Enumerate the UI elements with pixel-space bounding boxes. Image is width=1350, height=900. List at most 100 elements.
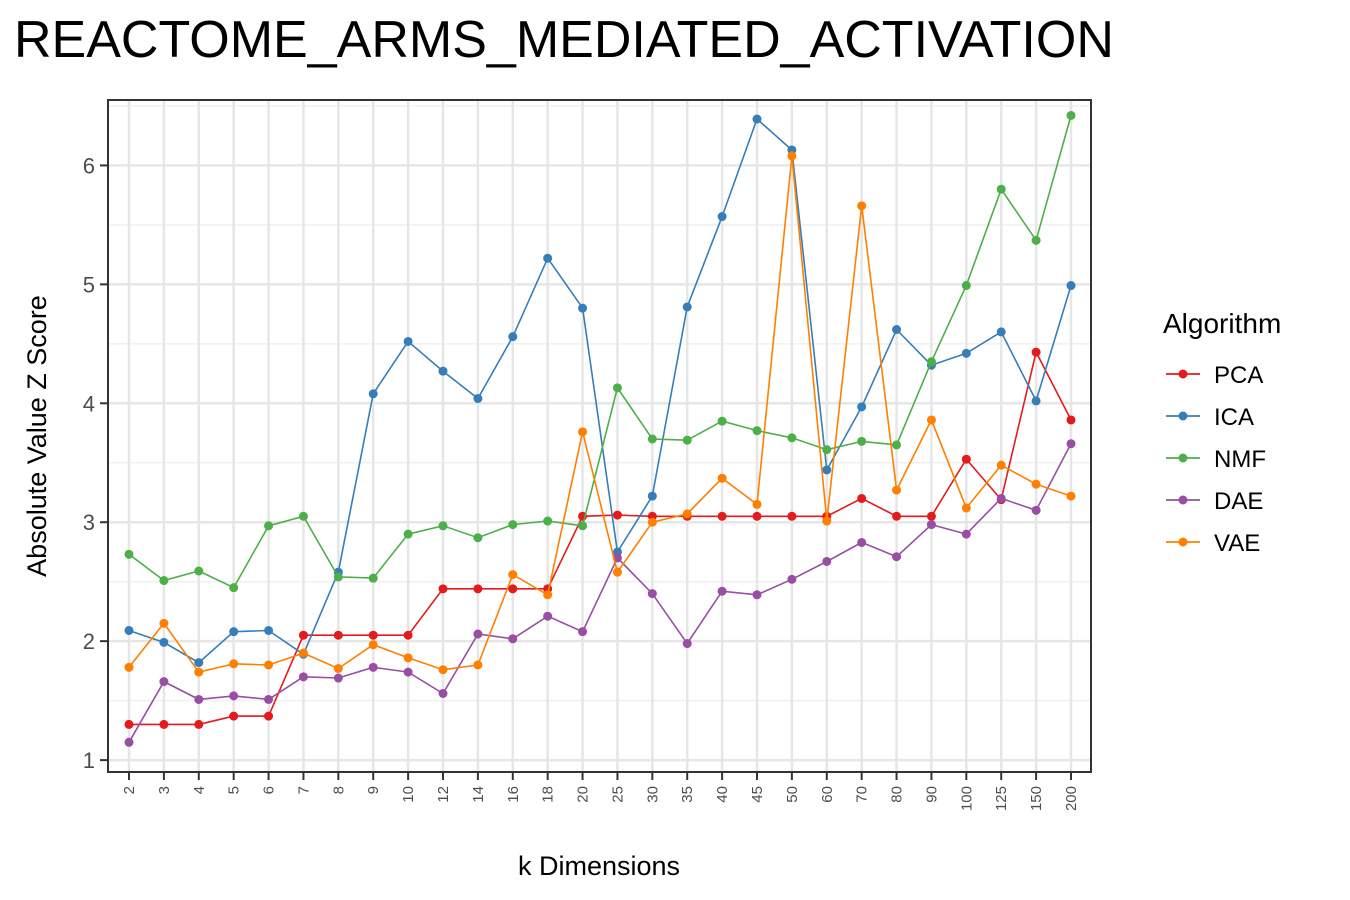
x-axis-title: k Dimensions: [518, 851, 680, 881]
data-point: [787, 151, 797, 161]
x-tick-label: 35: [679, 786, 696, 803]
data-point: [612, 567, 622, 577]
data-point: [892, 485, 902, 495]
data-point: [298, 511, 308, 521]
data-point: [438, 689, 448, 699]
plot-panel: [107, 99, 1092, 773]
x-tick-label: 9: [365, 786, 382, 794]
data-point: [159, 618, 169, 628]
data-point: [822, 445, 832, 455]
data-point: [508, 332, 518, 342]
data-point: [124, 625, 134, 635]
data-point: [403, 630, 413, 640]
data-point: [438, 665, 448, 675]
series-vae: [124, 151, 1076, 677]
data-point: [1031, 479, 1041, 489]
data-point: [194, 667, 204, 677]
data-point: [961, 503, 971, 513]
data-point: [926, 520, 936, 530]
series-ica: [124, 114, 1076, 668]
data-point: [438, 584, 448, 594]
x-tick-label: 100: [958, 786, 975, 811]
data-point: [333, 673, 343, 683]
data-point: [159, 576, 169, 586]
x-tick-label: 6: [261, 786, 278, 794]
data-point: [717, 416, 727, 426]
data-point: [857, 201, 867, 211]
x-tick-label: 40: [714, 786, 731, 803]
data-point: [543, 590, 553, 600]
data-point: [647, 491, 657, 501]
data-point: [1031, 347, 1041, 357]
data-point: [961, 454, 971, 464]
data-point: [264, 521, 274, 531]
data-point: [229, 691, 239, 701]
legend-item-nmf: NMF: [1166, 446, 1266, 473]
data-point: [473, 660, 483, 670]
series-dae: [124, 439, 1076, 747]
x-tick-label: 5: [226, 786, 243, 794]
data-point: [996, 327, 1006, 337]
data-point: [682, 302, 692, 312]
x-tick-label: 4: [191, 786, 208, 794]
data-point: [368, 573, 378, 583]
data-point: [578, 521, 588, 531]
x-tick-label: 200: [1063, 786, 1080, 811]
x-tick-label: 30: [644, 786, 661, 803]
data-point: [1066, 415, 1076, 425]
legend-item-ica: ICA: [1166, 404, 1254, 431]
data-point: [124, 662, 134, 672]
x-tick-label: 20: [575, 786, 592, 803]
grid-lines: [108, 100, 1091, 772]
data-point: [543, 516, 553, 526]
y-tick-label: 5: [83, 272, 95, 297]
y-tick-label: 3: [83, 510, 95, 535]
x-tick-label: 12: [435, 786, 452, 803]
data-point: [892, 511, 902, 521]
x-tick-label: 18: [540, 786, 557, 803]
x-tick-label: 10: [400, 786, 417, 803]
data-point: [229, 627, 239, 637]
data-point: [333, 572, 343, 582]
data-point: [926, 415, 936, 425]
data-point: [333, 664, 343, 674]
data-point: [473, 584, 483, 594]
legend-title: Algorithm: [1163, 308, 1281, 339]
data-point: [333, 630, 343, 640]
data-point: [368, 662, 378, 672]
data-point: [647, 517, 657, 527]
legend-item-dae: DAE: [1166, 488, 1263, 515]
x-tick-label: 45: [749, 786, 766, 803]
series-line: [128, 115, 1072, 589]
data-point: [124, 719, 134, 729]
legend: Algorithm PCA ICA NMF DAE VAE: [1163, 308, 1281, 557]
legend-label: PCA: [1214, 362, 1263, 389]
data-point: [508, 584, 518, 594]
data-point: [1031, 396, 1041, 406]
data-point: [368, 630, 378, 640]
x-tick-label: 150: [1028, 786, 1045, 811]
data-point: [961, 529, 971, 539]
data-point: [892, 440, 902, 450]
data-point: [264, 694, 274, 704]
y-axis-title: Absolute Value Z Score: [22, 295, 52, 577]
x-tick-label: 2: [121, 786, 138, 794]
x-tick-label: 70: [854, 786, 871, 803]
data-point: [508, 634, 518, 644]
data-point: [752, 499, 762, 509]
data-point: [717, 473, 727, 483]
data-point: [1031, 235, 1041, 245]
data-point: [996, 460, 1006, 470]
data-point: [926, 511, 936, 521]
data-point: [1066, 110, 1076, 120]
data-point: [473, 629, 483, 639]
x-tick-label: 125: [993, 786, 1010, 811]
y-tick-label: 4: [83, 391, 95, 416]
x-tick-label: 60: [819, 786, 836, 803]
data-point: [857, 493, 867, 503]
data-point: [403, 529, 413, 539]
chart-title: REACTOME_ARMS_MEDIATED_ACTIVATION: [14, 11, 1114, 69]
data-point: [892, 552, 902, 562]
